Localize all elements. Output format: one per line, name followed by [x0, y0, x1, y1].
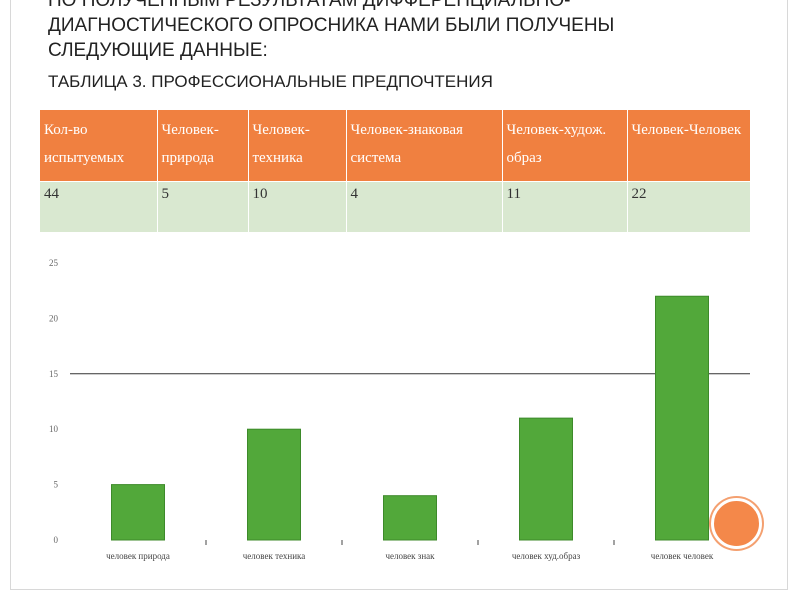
header-cell-art: Человек-худож. образ	[502, 110, 628, 181]
heading-line-2: ДИАГНОСТИЧЕСКОГО ОПРОСНИКА НАМИ БЫЛИ ПОЛ…	[48, 15, 615, 36]
table-header-row: Кол-во испытуемых Человек-природа Челове…	[40, 110, 751, 181]
header-cell-tech: Человек-техника	[248, 110, 347, 181]
x-category-label: человек худ.образ	[512, 551, 581, 561]
preferences-table: Кол-во испытуемых Человек-природа Челове…	[40, 110, 751, 232]
header-cell-count: Кол-во испытуемых	[40, 110, 158, 181]
y-tick-label: 20	[49, 313, 59, 323]
header-cell-nature: Человек-природа	[157, 110, 249, 181]
y-tick-label: 5	[54, 480, 59, 490]
table-row: 44 5 10 4 11 22	[40, 180, 751, 232]
heading-line-1: ПО ПОЛУЧЕННЫМ РЕЗУЛЬТАТАМ ДИФФЕРЕНЦИАЛЬН…	[48, 0, 571, 11]
y-tick-label: 10	[49, 424, 59, 434]
x-category-label: человек знак	[385, 551, 435, 561]
cell-nature: 5	[157, 180, 249, 232]
cell-art: 11	[502, 180, 628, 232]
bar	[655, 295, 709, 541]
cell-count: 44	[40, 180, 158, 232]
x-category-label: человек природа	[106, 551, 170, 561]
y-tick-label: 0	[54, 535, 59, 545]
x-category-label: человек техника	[243, 551, 306, 561]
y-tick-label: 25	[49, 258, 59, 268]
header-cell-human: Человек-Человек	[627, 110, 751, 181]
slide-heading: ПО ПОЛУЧЕННЫМ РЕЗУЛЬТАТАМ ДИФФЕРЕНЦИАЛЬН…	[48, 0, 768, 94]
y-tick-label: 15	[49, 369, 59, 379]
heading-line-3: СЛЕДУЮЩИЕ ДАННЫЕ:	[48, 40, 268, 61]
bar	[519, 417, 573, 541]
header-cell-sign: Человек-знаковая система	[346, 110, 503, 181]
table-caption: ТАБЛИЦА 3. ПРОФЕССИОНАЛЬНЫЕ ПРЕДПОЧТЕНИЯ	[48, 72, 493, 91]
cell-tech: 10	[248, 180, 347, 232]
slide-frame	[10, 0, 788, 590]
bar	[111, 484, 165, 541]
cell-human: 22	[627, 180, 751, 232]
bar	[247, 428, 301, 541]
cell-sign: 4	[346, 180, 503, 232]
bar	[383, 495, 437, 541]
decorative-circle	[711, 498, 762, 549]
bar-chart: 0 5 10 15 20 25 человек природа человек техника…	[49, 258, 750, 561]
x-category-label: человек человек	[651, 551, 714, 561]
